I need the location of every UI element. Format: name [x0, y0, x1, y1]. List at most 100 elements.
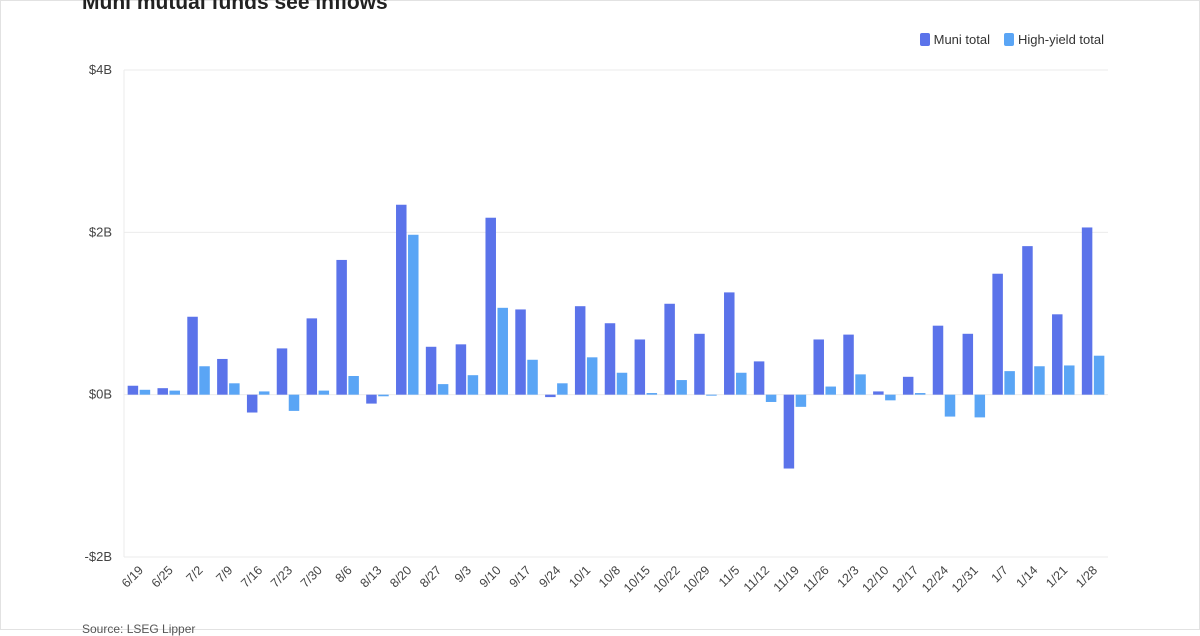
bar-high-yield [258, 391, 270, 395]
x-tick-label: 8/13 [357, 563, 384, 590]
x-tick-label: 7/2 [183, 563, 205, 585]
bar-muni [574, 306, 586, 395]
x-tick-label: 8/20 [387, 563, 414, 590]
y-tick-label: $0B [89, 387, 112, 402]
bar-muni [932, 325, 944, 395]
x-tick-label: 8/27 [417, 563, 444, 590]
legend-swatch-high-yield [1004, 33, 1014, 46]
bar-high-yield [795, 394, 807, 407]
bar-high-yield [736, 372, 747, 395]
bar-muni [992, 273, 1003, 395]
x-tick-label: 12/10 [859, 563, 891, 595]
bar-high-yield [1004, 371, 1015, 395]
bar-high-yield [1034, 366, 1045, 395]
bar-high-yield [229, 383, 240, 395]
bar-muni [545, 394, 556, 398]
x-tick-label: 6/19 [119, 563, 146, 590]
bar-muni [873, 391, 884, 395]
bar-muni [1022, 246, 1033, 395]
bar-muni [366, 394, 377, 404]
bar-high-yield [1064, 365, 1075, 395]
legend-label-muni: Muni total [933, 32, 990, 47]
bar-high-yield [676, 380, 687, 395]
bar-muni [724, 292, 735, 395]
bar-high-yield [318, 390, 330, 395]
chart-legend: Muni total High-yield total [919, 32, 1104, 47]
legend-item-high-yield: High-yield total [1004, 32, 1104, 47]
x-tick-label: 12/31 [949, 563, 981, 595]
x-tick-label: 11/12 [741, 563, 772, 594]
bar-high-yield [557, 383, 568, 395]
bar-high-yield [974, 394, 986, 418]
bar-muni [1081, 227, 1093, 395]
x-tick-label: 10/22 [651, 563, 683, 595]
bar-muni [515, 309, 526, 395]
x-tick-label: 1/21 [1043, 563, 1070, 590]
x-tick-label: 1/14 [1013, 563, 1040, 590]
bar-muni [425, 346, 437, 395]
bar-muni [962, 333, 974, 395]
x-tick-label: 1/7 [989, 563, 1011, 585]
x-tick-label: 12/24 [919, 563, 951, 595]
x-tick-label: 9/17 [507, 563, 534, 590]
x-tick-label: 6/25 [149, 563, 176, 590]
source-note: Source: LSEG Lipper [82, 622, 196, 636]
chart-title: Muni mutual funds see inflows [82, 0, 388, 14]
x-tick-label: 10/15 [621, 563, 653, 595]
bar-muni [783, 394, 795, 469]
bar-muni [485, 217, 496, 395]
bar-muni [187, 316, 198, 395]
bar-high-yield [169, 390, 180, 395]
bar-high-yield [646, 393, 658, 395]
bar-muni [157, 388, 168, 395]
x-tick-label: 7/9 [213, 563, 235, 585]
bar-high-yield [199, 366, 210, 395]
bar-muni [455, 344, 467, 395]
bar-high-yield [527, 359, 538, 395]
x-tick-label: 1/28 [1073, 563, 1100, 590]
bar-muni [276, 348, 288, 395]
bar-muni [217, 358, 228, 395]
bar-high-yield [765, 394, 777, 402]
bar-muni [634, 339, 646, 395]
x-tick-label: 8/6 [333, 563, 355, 585]
bar-high-yield [944, 394, 956, 417]
x-tick-label: 7/30 [298, 563, 325, 590]
bar-high-yield [885, 394, 896, 401]
bar-high-yield [616, 372, 628, 395]
bar-muni [604, 323, 616, 395]
bar-muni [336, 259, 347, 395]
x-tick-label: 11/26 [800, 563, 831, 594]
bar-high-yield [706, 394, 717, 396]
bar-high-yield [139, 389, 151, 395]
bar-high-yield [348, 375, 359, 395]
x-tick-label: 10/29 [681, 563, 713, 595]
x-tick-label: 10/8 [596, 563, 623, 590]
bar-high-yield [288, 394, 300, 411]
x-tick-label: 9/3 [452, 563, 474, 585]
x-tick-label: 11/5 [716, 563, 742, 589]
bar-muni [694, 333, 705, 395]
y-tick-label: -$2B [85, 549, 112, 564]
bar-high-yield [408, 234, 419, 395]
x-tick-label: 12/17 [889, 563, 921, 595]
bar-muni [902, 376, 914, 395]
bar-muni [813, 339, 824, 395]
x-tick-label: 9/10 [477, 563, 504, 590]
x-tick-label: 7/23 [268, 563, 295, 590]
bar-high-yield [467, 375, 479, 395]
legend-swatch-muni [919, 33, 930, 46]
bar-high-yield [497, 307, 508, 395]
bar-high-yield [378, 394, 389, 397]
y-tick-label: $4B [89, 62, 112, 77]
x-tick-label: 7/16 [238, 563, 265, 590]
x-tick-label: 9/24 [536, 563, 563, 590]
legend-item-muni: Muni total [919, 32, 990, 47]
bar-muni [1052, 314, 1063, 395]
legend-label-high-yield: High-yield total [1018, 32, 1104, 47]
x-tick-label: 10/1 [566, 563, 593, 590]
bar-muni [127, 385, 139, 395]
bar-muni [753, 361, 765, 395]
bar-high-yield [1093, 355, 1105, 395]
